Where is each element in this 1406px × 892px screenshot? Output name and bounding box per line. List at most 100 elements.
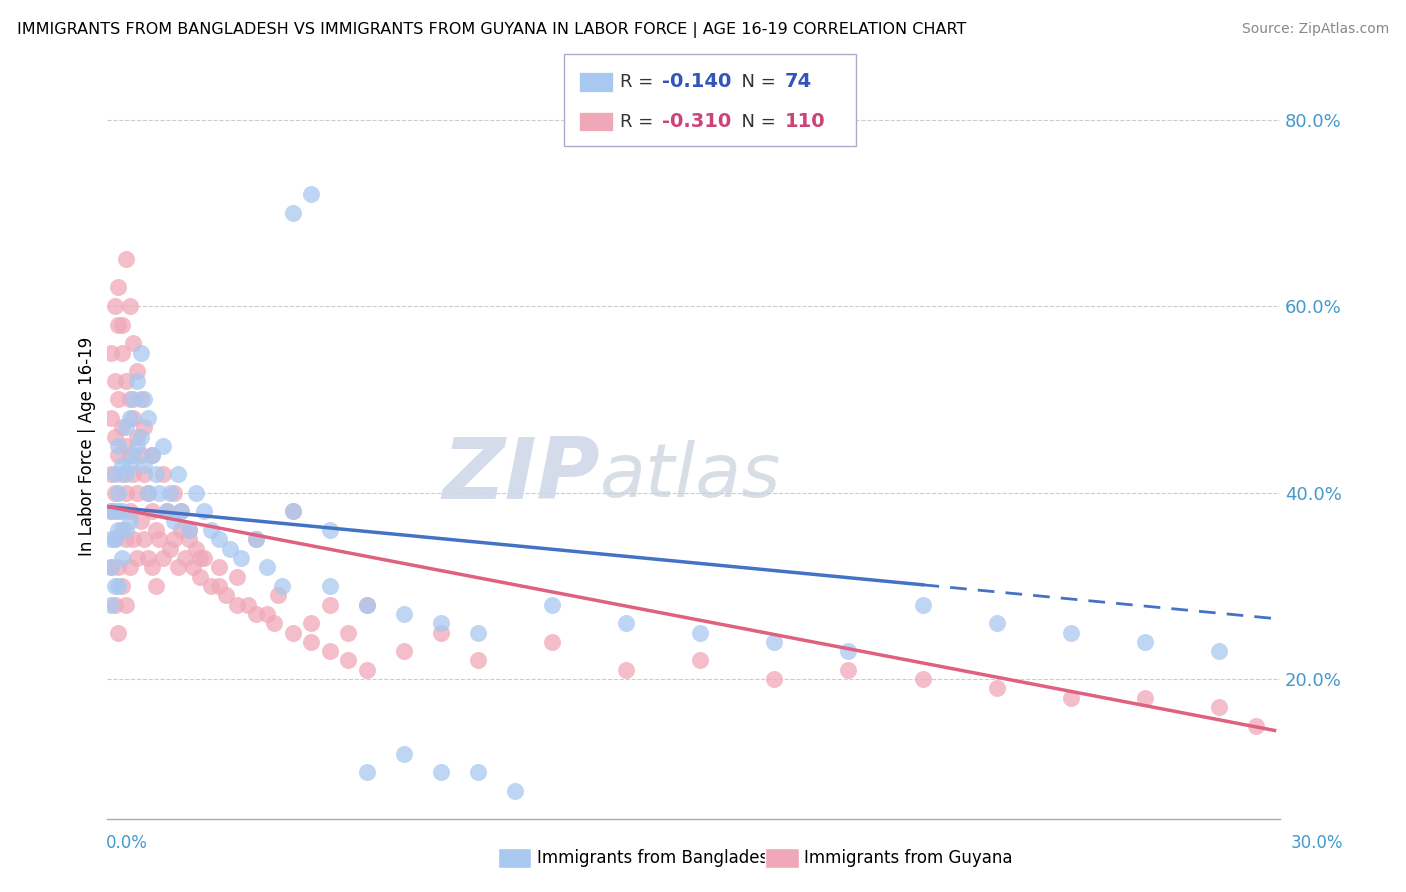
Point xyxy=(267,588,290,602)
Point xyxy=(256,560,278,574)
Point xyxy=(356,598,378,612)
Point xyxy=(134,458,156,472)
Point xyxy=(986,681,1008,696)
Point xyxy=(107,439,129,453)
Point xyxy=(1208,700,1230,714)
Point xyxy=(148,485,170,500)
Point xyxy=(129,430,152,444)
Point xyxy=(174,550,197,565)
Point xyxy=(430,616,453,631)
Point xyxy=(281,504,304,518)
Point xyxy=(337,625,360,640)
Point xyxy=(129,392,152,407)
Point xyxy=(129,514,152,528)
Point xyxy=(188,569,211,583)
Y-axis label: In Labor Force | Age 16-19: In Labor Force | Age 16-19 xyxy=(79,336,96,556)
Point xyxy=(299,635,322,649)
Point xyxy=(100,598,122,612)
Point xyxy=(200,579,222,593)
Point xyxy=(430,625,453,640)
Point xyxy=(356,663,378,677)
Point xyxy=(318,598,340,612)
Point xyxy=(392,607,415,621)
Point xyxy=(181,560,204,574)
Point xyxy=(270,579,292,593)
Point xyxy=(186,541,208,556)
Point xyxy=(111,523,134,537)
Point xyxy=(111,550,134,565)
Text: 74: 74 xyxy=(785,72,811,91)
Point xyxy=(141,448,163,462)
Point xyxy=(118,411,141,425)
Point xyxy=(166,467,188,481)
Point xyxy=(281,504,304,518)
Point xyxy=(125,439,148,453)
Point xyxy=(125,485,148,500)
Point xyxy=(218,541,240,556)
Point xyxy=(141,448,163,462)
Point xyxy=(129,448,152,462)
Point xyxy=(229,550,252,565)
Point xyxy=(148,533,170,547)
Point xyxy=(245,607,267,621)
Point xyxy=(134,420,156,434)
Point xyxy=(107,560,129,574)
Text: atlas: atlas xyxy=(600,440,782,512)
Point xyxy=(100,560,122,574)
Point xyxy=(141,504,163,518)
Point xyxy=(689,625,711,640)
Point xyxy=(104,467,127,481)
Point xyxy=(200,523,222,537)
Text: N =: N = xyxy=(730,73,782,91)
Point xyxy=(281,625,304,640)
Point xyxy=(207,533,229,547)
Point xyxy=(136,485,159,500)
Point xyxy=(125,550,148,565)
Text: R =: R = xyxy=(620,112,659,130)
Point xyxy=(163,485,186,500)
Text: -0.140: -0.140 xyxy=(662,72,731,91)
Point xyxy=(107,392,129,407)
Point xyxy=(245,533,267,547)
Point xyxy=(226,598,249,612)
Point xyxy=(125,374,148,388)
Point xyxy=(104,579,127,593)
Point xyxy=(122,467,145,481)
Point xyxy=(107,318,129,332)
Point xyxy=(111,458,134,472)
Point xyxy=(299,187,322,202)
Point xyxy=(107,579,129,593)
Point xyxy=(299,616,322,631)
Point xyxy=(122,448,145,462)
Text: Immigrants from Bangladesh: Immigrants from Bangladesh xyxy=(537,849,779,867)
Point xyxy=(170,504,193,518)
Point xyxy=(430,765,453,780)
Text: ZIP: ZIP xyxy=(443,434,600,517)
Point xyxy=(186,485,208,500)
Point xyxy=(392,644,415,658)
Point xyxy=(163,514,186,528)
Text: Immigrants from Guyana: Immigrants from Guyana xyxy=(804,849,1012,867)
Point xyxy=(118,560,141,574)
Point xyxy=(207,560,229,574)
Point xyxy=(215,588,238,602)
Point xyxy=(166,560,188,574)
Point xyxy=(100,345,122,359)
Point xyxy=(689,653,711,667)
Point xyxy=(226,569,249,583)
Point xyxy=(100,411,122,425)
Text: 110: 110 xyxy=(785,112,825,131)
Point xyxy=(115,533,138,547)
Point xyxy=(392,747,415,761)
Point xyxy=(118,299,141,313)
Point xyxy=(118,504,141,518)
Point xyxy=(318,644,340,658)
Point xyxy=(107,625,129,640)
Point xyxy=(129,345,152,359)
Point xyxy=(111,579,134,593)
Point xyxy=(107,523,129,537)
Text: Source: ZipAtlas.com: Source: ZipAtlas.com xyxy=(1241,22,1389,37)
Point xyxy=(163,533,186,547)
Point xyxy=(159,541,181,556)
Point xyxy=(134,533,156,547)
